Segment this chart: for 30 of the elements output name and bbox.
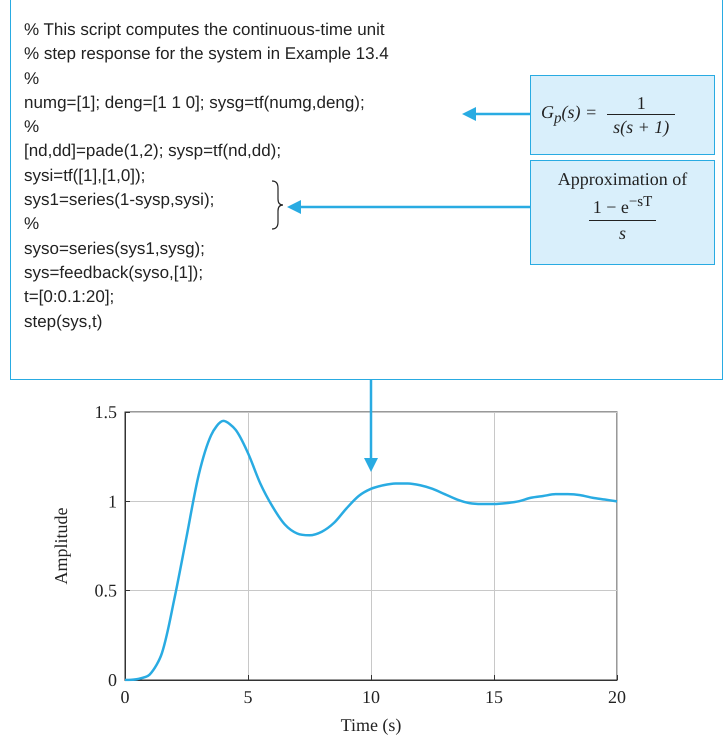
x-tick-label: 15 <box>485 687 503 707</box>
y-tick-label: 1 <box>108 491 117 512</box>
text: sys=feedback(syso,[1]); <box>24 262 204 284</box>
x-tick-label: 0 <box>120 687 130 707</box>
text: syso=series(sys1,sysg); <box>24 238 206 260</box>
text: step(sys,t) <box>24 310 104 333</box>
text: numg=[1]; deng=[1 1 0]; sysg=tf(numg,deng); <box>24 92 366 114</box>
x-tick-label: 20 <box>608 687 626 707</box>
text: G$_{p}$(s) = <box>541 102 598 128</box>
text: s <box>588 220 656 244</box>
text: s(s + 1) <box>607 114 676 138</box>
text: 1 <box>636 92 646 114</box>
y-axis-title: Amplitude <box>51 507 71 584</box>
text: % <box>24 213 40 236</box>
text: % step response for the system in Example 13.4 <box>24 43 389 66</box>
text: sysi=tf([1],[1,0]); <box>24 164 146 187</box>
y-tick-label: 0 <box>108 670 117 690</box>
text: t=[0:0.1:20]; <box>24 286 116 308</box>
text: % <box>24 68 40 90</box>
text: [nd,dd]=pade(1,2); sysp=tf(nd,dd); <box>24 140 282 162</box>
x-tick-label: 5 <box>244 687 252 707</box>
x-tick-label: 10 <box>362 687 380 707</box>
y-tick-label: 0.5 <box>94 580 117 601</box>
x-axis-title: Time (s) <box>340 715 402 735</box>
text: Approximation of <box>558 169 688 190</box>
text: % <box>24 116 40 138</box>
y-tick-label: 1.5 <box>94 402 117 422</box>
text: % This script computes the continuous-time unit <box>24 19 386 41</box>
text: 1 − e$^{−sT}$ <box>592 194 654 219</box>
text: sys1=series(1-sysp,sysi); <box>24 189 216 212</box>
